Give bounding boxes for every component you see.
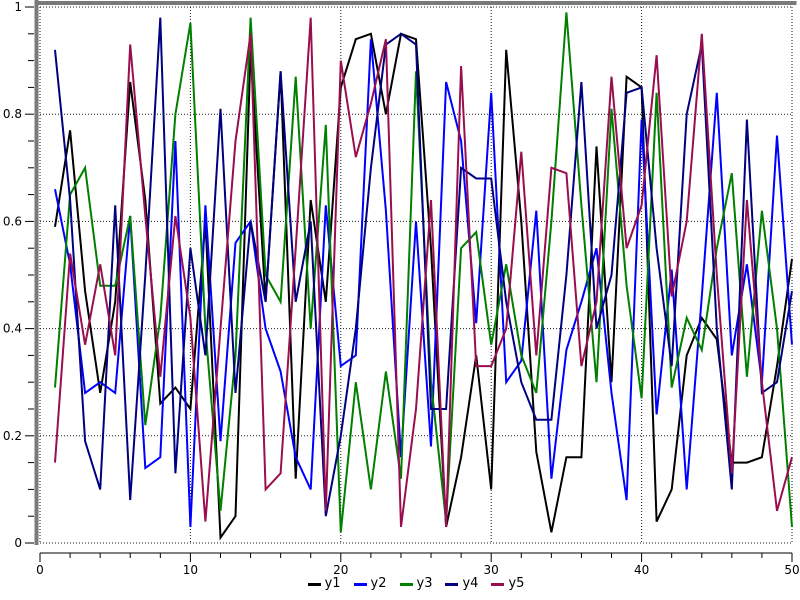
series-lines <box>54 12 793 541</box>
tick-labels: 0 10 20 30 40 50 0 0.2 0.4 0.6 0.8 1 <box>3 0 800 577</box>
legend-item-y1: y1 <box>307 576 341 591</box>
grid-lines <box>39 6 793 544</box>
legend-label-y4: y4 <box>462 576 479 591</box>
series-y2-line <box>54 39 793 527</box>
legend-label-y1: y1 <box>324 576 341 591</box>
legend-label-y3: y3 <box>416 576 433 591</box>
chart-legend: y1 y2 y3 y4 y5 <box>40 575 792 593</box>
x-tick-label: 0 <box>36 563 44 577</box>
legend-item-y5: y5 <box>491 577 524 591</box>
series-y4-line <box>54 17 793 517</box>
series-y5-line <box>54 17 793 528</box>
series-y3-line <box>54 12 793 533</box>
x-tick-label: 10 <box>183 563 198 577</box>
legend-item-y2: y2 <box>353 576 387 591</box>
x-tick-label: 50 <box>784 563 799 577</box>
y-tick-label: 0 <box>14 536 22 550</box>
x-tick-label: 30 <box>484 563 499 577</box>
y-tick-label: 1 <box>14 0 22 14</box>
legend-swatch-y4 <box>445 582 459 586</box>
series-y1-line <box>54 32 793 541</box>
y-tick-label: 0.4 <box>3 322 22 336</box>
legend-item-y3: y3 <box>399 576 433 591</box>
legend-swatch-y3 <box>399 582 413 586</box>
legend-swatch-y2 <box>353 582 367 586</box>
x-tick-label: 40 <box>634 563 649 577</box>
y-tick-label: 0.8 <box>3 107 22 121</box>
plot-frame <box>34 0 797 545</box>
axes <box>25 6 793 562</box>
y-tick-label: 0.2 <box>3 429 22 443</box>
y-tick-label: 0.6 <box>3 214 22 228</box>
x-tick-label: 20 <box>333 563 348 577</box>
legend-label-y2: y2 <box>370 576 387 591</box>
legend-label-y5: y5 <box>508 576 525 591</box>
legend-swatch-y1 <box>307 582 321 586</box>
legend-swatch-y5 <box>491 582 505 586</box>
legend-item-y4: y4 <box>445 577 478 591</box>
